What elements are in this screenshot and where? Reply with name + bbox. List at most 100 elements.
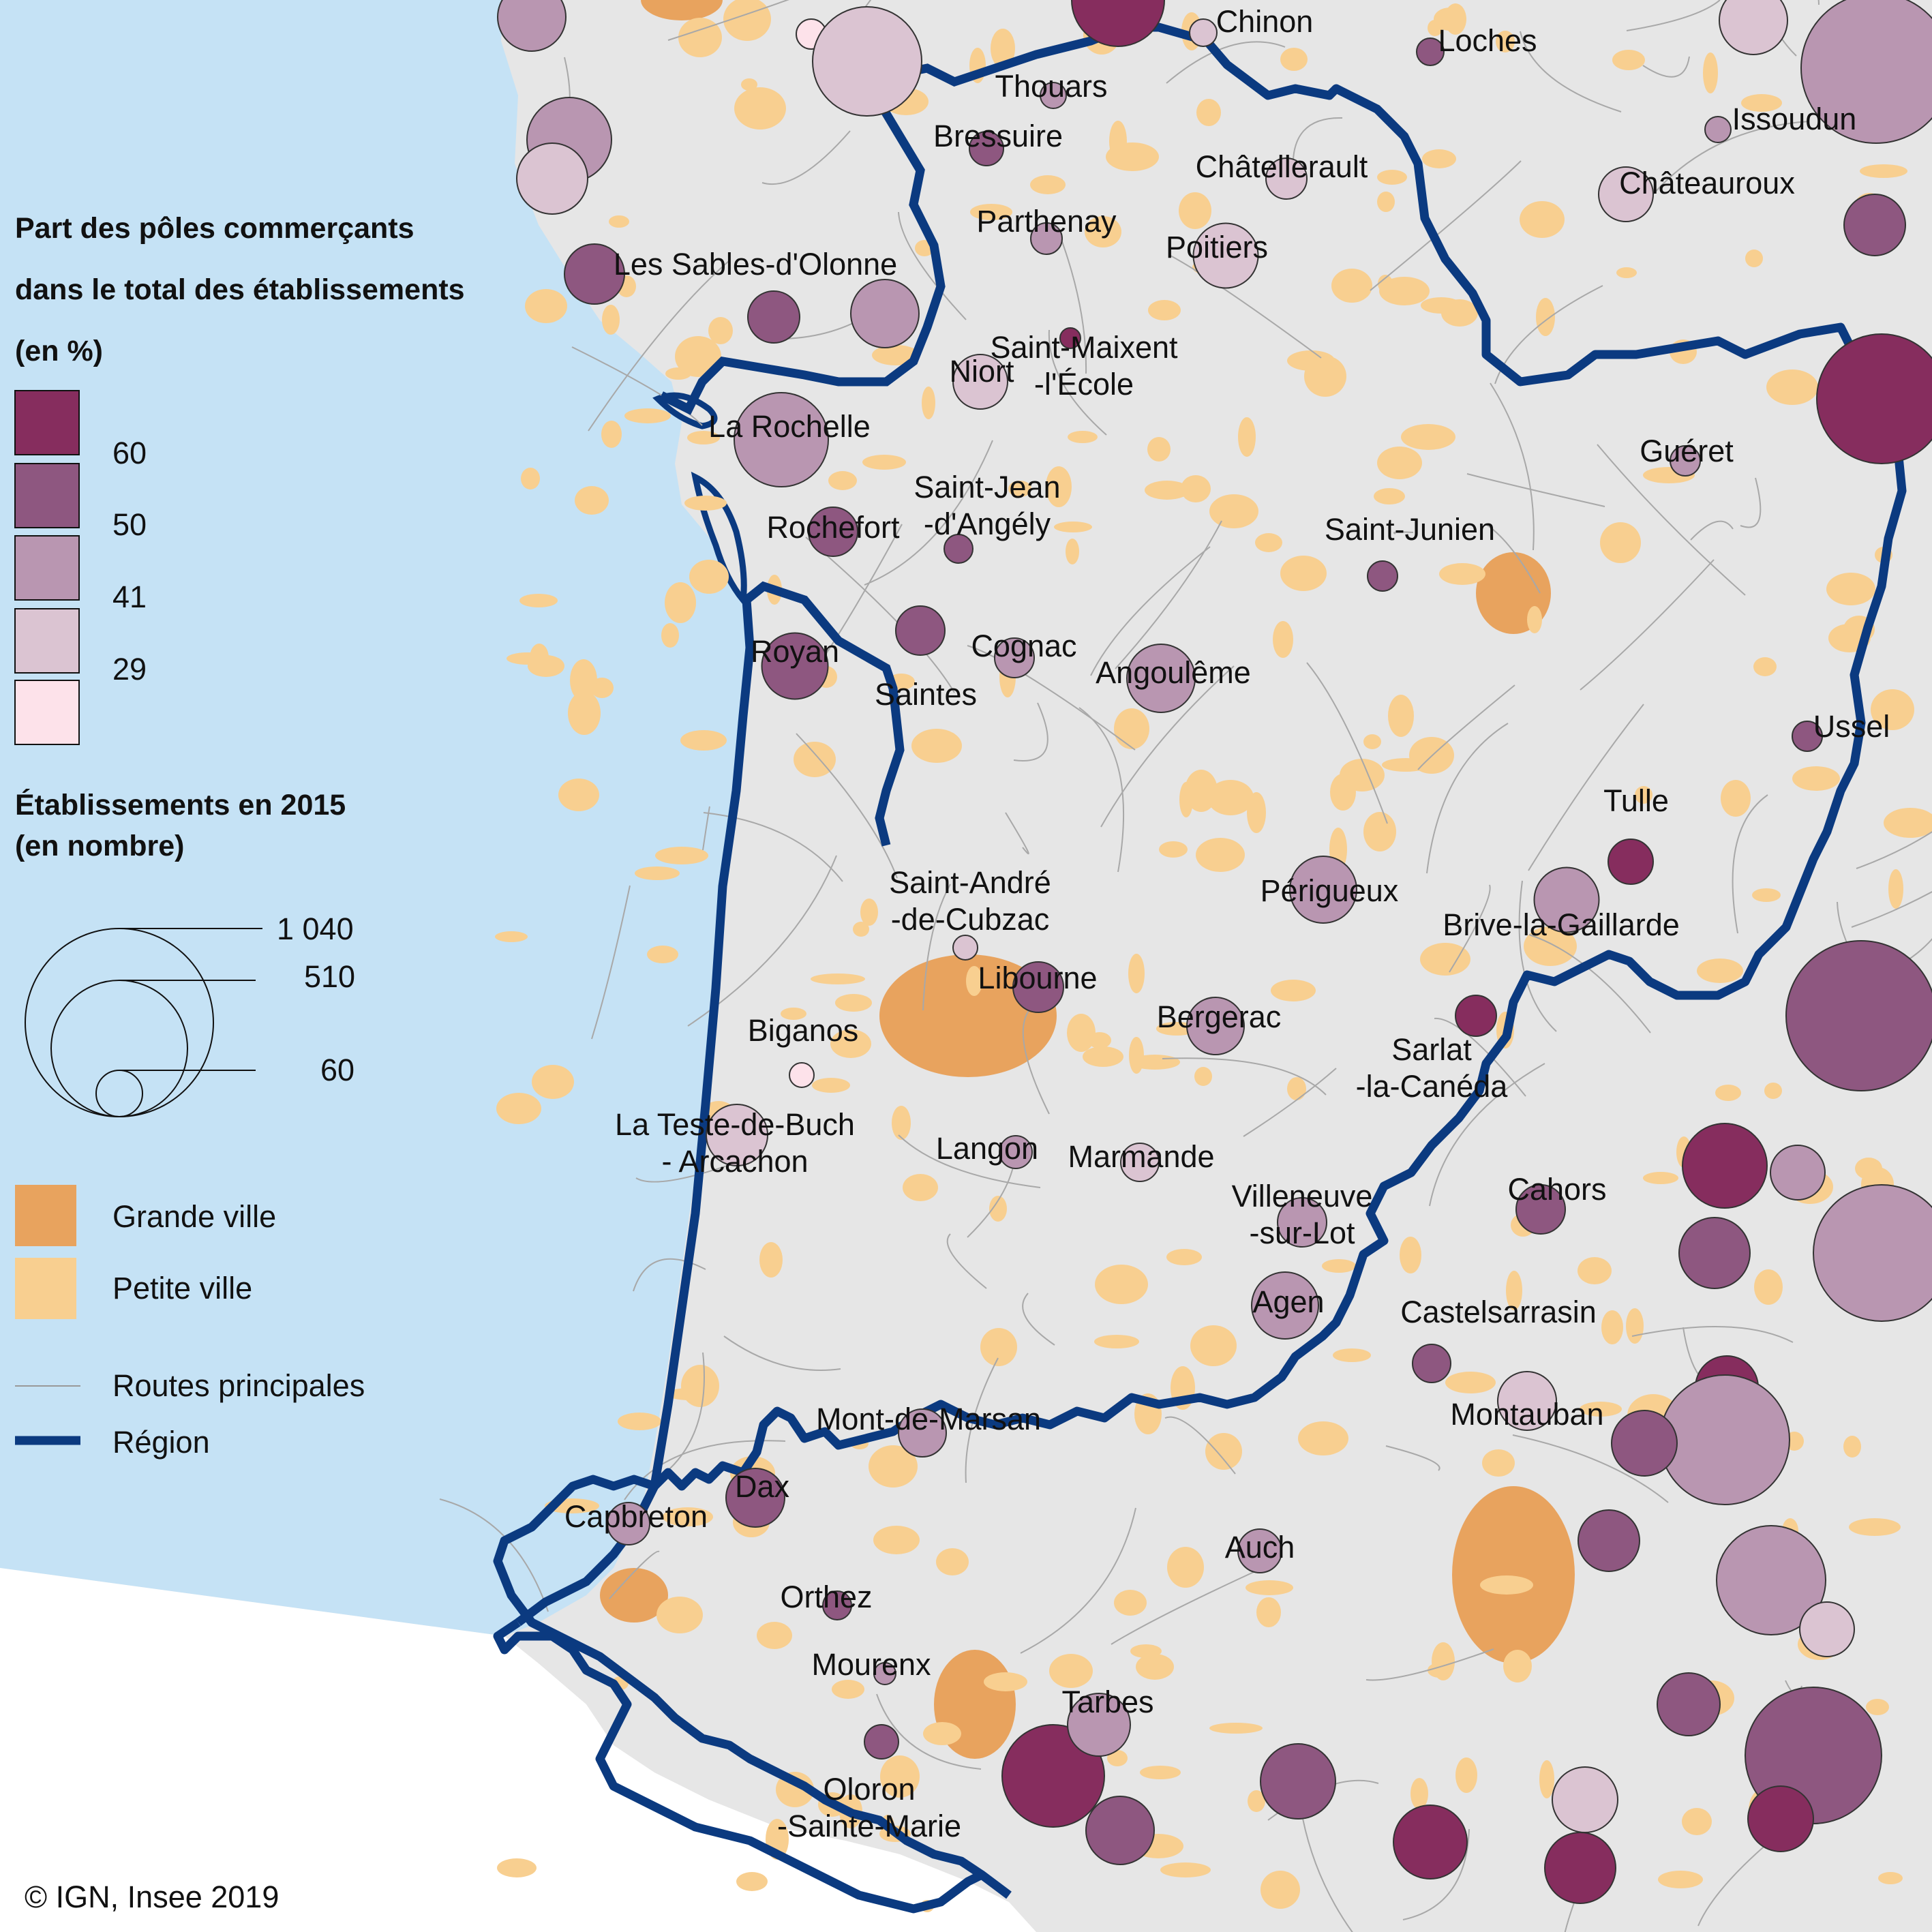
- city-bubble[interactable]: [1799, 1601, 1855, 1657]
- petite-ville-area: [618, 1413, 661, 1430]
- city-bubble[interactable]: [1578, 1509, 1640, 1572]
- city-bubble-ussel[interactable]: [1792, 721, 1823, 752]
- petite-ville-area: [1745, 250, 1763, 267]
- city-bubble-la-rochelle[interactable]: [734, 392, 829, 487]
- city-bubble-oloron-sainte-marie[interactable]: [864, 1724, 899, 1760]
- city-bubble[interactable]: [812, 6, 922, 117]
- city-bubble[interactable]: [1800, 0, 1932, 144]
- petite-ville-area: [922, 387, 935, 419]
- city-bubble-bressuire[interactable]: [969, 131, 1004, 166]
- city-bubble-sarlat-la-caneda[interactable]: [1455, 995, 1497, 1037]
- petite-ville-area: [1068, 431, 1098, 443]
- city-bubble[interactable]: [1813, 1184, 1932, 1322]
- city-bubble-poitiers[interactable]: [1192, 222, 1259, 289]
- road: [946, 1233, 987, 1289]
- petite-ville-area: [647, 946, 678, 963]
- city-bubble[interactable]: [1843, 194, 1906, 256]
- city-bubble[interactable]: [1657, 1672, 1721, 1736]
- city-bubble-langon[interactable]: [999, 1135, 1033, 1169]
- city-bubble[interactable]: [1085, 1796, 1155, 1865]
- petite-ville-area: [687, 431, 720, 444]
- city-bubble-issoudun[interactable]: [1704, 116, 1732, 143]
- city-bubble[interactable]: [1785, 940, 1932, 1091]
- petite-ville-area: [1482, 1449, 1515, 1477]
- city-bubble-chinon[interactable]: [1189, 18, 1218, 47]
- city-bubble-royan[interactable]: [761, 632, 829, 700]
- road: [1564, 1902, 1575, 1932]
- petite-ville-area: [1280, 556, 1327, 591]
- city-bubble-parthenay[interactable]: [1030, 222, 1063, 255]
- city-bubble-chateauroux[interactable]: [1598, 166, 1654, 222]
- city-bubble-les-sables-d-olonne[interactable]: [564, 243, 625, 305]
- city-bubble-brive-la-gaillarde[interactable]: [1533, 866, 1600, 933]
- city-bubble[interactable]: [1719, 0, 1788, 55]
- city-bubble-saint-maixent-l-ecole[interactable]: [1059, 327, 1081, 349]
- city-bubble[interactable]: [1659, 1374, 1790, 1505]
- city-bubble[interactable]: [1552, 1766, 1618, 1833]
- city-bubble-dax[interactable]: [725, 1468, 785, 1528]
- city-bubble-auch[interactable]: [1237, 1528, 1282, 1573]
- city-bubble-chatellerault[interactable]: [1265, 157, 1308, 200]
- city-bubble-saint-andre-de-cubzac[interactable]: [952, 935, 978, 961]
- city-bubble-mourenx[interactable]: [873, 1662, 896, 1685]
- city-bubble[interactable]: [1816, 333, 1932, 464]
- petite-ville-area: [1255, 533, 1282, 552]
- petite-ville-area: [1340, 759, 1385, 791]
- city-label-orthez: Orthez: [780, 1580, 872, 1614]
- city-bubble-loches[interactable]: [1416, 37, 1445, 66]
- city-bubble-orthez[interactable]: [822, 1590, 852, 1620]
- city-bubble-saint-junien[interactable]: [1367, 560, 1398, 592]
- petite-ville-area: [1400, 1237, 1421, 1273]
- city-bubble-rochefort[interactable]: [808, 507, 858, 557]
- petite-ville-area: [1160, 1862, 1211, 1877]
- city-bubble[interactable]: [497, 0, 567, 52]
- petite-ville-area: [1128, 954, 1145, 993]
- city-label-angouleme: Angoulême: [1096, 655, 1251, 690]
- city-bubble[interactable]: [1611, 1410, 1678, 1477]
- petite-ville-area: [812, 1078, 850, 1093]
- city-bubble-agen[interactable]: [1251, 1271, 1319, 1340]
- city-bubble-villeneuve-sur-lot[interactable]: [1277, 1197, 1327, 1248]
- city-bubble[interactable]: [1770, 1145, 1826, 1201]
- city-bubble-cahors[interactable]: [1515, 1184, 1566, 1235]
- city-bubble[interactable]: [1071, 0, 1165, 47]
- city-bubble[interactable]: [1747, 1785, 1814, 1852]
- city-bubble-saintes[interactable]: [895, 605, 946, 656]
- city-bubble-marmande[interactable]: [1120, 1143, 1160, 1182]
- city-bubble-gueret[interactable]: [1670, 445, 1701, 477]
- city-bubble[interactable]: [1393, 1805, 1468, 1880]
- city-bubble-capbreton[interactable]: [607, 1502, 650, 1545]
- city-bubble[interactable]: [1678, 1217, 1751, 1289]
- city-bubble[interactable]: [516, 142, 588, 215]
- legend-share-swatch: [14, 608, 80, 674]
- city-bubble[interactable]: [1682, 1123, 1768, 1209]
- city-bubble-thouars[interactable]: [1040, 82, 1067, 109]
- city-bubble-bergerac[interactable]: [1186, 997, 1245, 1055]
- city-bubble[interactable]: [747, 290, 800, 344]
- city-bubble-castelsarrasin[interactable]: [1412, 1344, 1451, 1383]
- city-bubble-montauban[interactable]: [1497, 1371, 1557, 1431]
- petite-ville-area: [970, 204, 1012, 220]
- petite-ville-area: [1480, 1575, 1533, 1595]
- city-bubble-niort[interactable]: [952, 354, 1008, 410]
- city-bubble-perigueux[interactable]: [1289, 856, 1357, 924]
- city-bubble-cognac[interactable]: [994, 637, 1035, 678]
- city-bubble-la-teste-de-buch-arcachon[interactable]: [706, 1104, 768, 1166]
- city-bubble[interactable]: [850, 279, 920, 348]
- legend-share-label: 50: [112, 507, 147, 542]
- city-bubble[interactable]: [1716, 1525, 1826, 1635]
- city-bubble[interactable]: [1260, 1743, 1336, 1820]
- petite-ville-area: [811, 973, 865, 984]
- city-bubble-biganos[interactable]: [789, 1062, 815, 1088]
- city-bubble-angouleme[interactable]: [1126, 644, 1196, 713]
- city-bubble-tulle[interactable]: [1608, 839, 1654, 885]
- petite-ville-area: [558, 779, 599, 811]
- city-bubble-mont-de-marsan[interactable]: [898, 1408, 947, 1458]
- petite-ville-area: [1658, 1871, 1703, 1888]
- city-bubble-libourne[interactable]: [1012, 961, 1064, 1013]
- city-bubble[interactable]: [1001, 1724, 1105, 1828]
- city-bubble[interactable]: [1544, 1832, 1616, 1904]
- city-bubble-saint-jean-d-angely[interactable]: [944, 534, 973, 564]
- city-bubble-tarbes[interactable]: [1067, 1693, 1131, 1757]
